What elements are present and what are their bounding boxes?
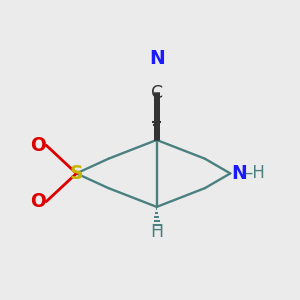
Text: H: H	[150, 223, 163, 241]
Text: C: C	[151, 84, 163, 102]
Text: N: N	[149, 49, 165, 68]
Text: S: S	[70, 164, 83, 183]
Text: O: O	[30, 136, 46, 155]
Text: N: N	[232, 164, 247, 183]
Text: –H: –H	[244, 164, 265, 182]
Text: O: O	[30, 192, 46, 211]
